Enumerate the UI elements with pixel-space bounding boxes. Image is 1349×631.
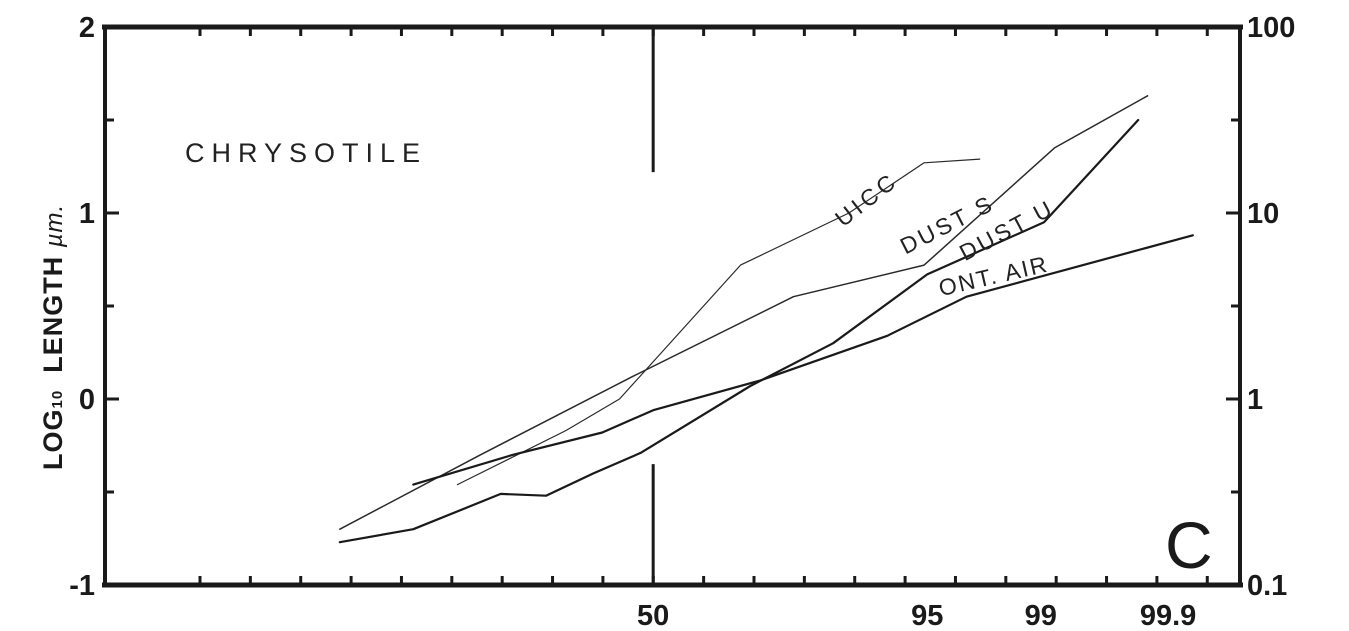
chart-title: CHRYSOTILE <box>185 138 427 168</box>
series-lines <box>338 95 1194 544</box>
left-y-tick-label: 0 <box>79 384 95 416</box>
series-label-uicc: UICC <box>830 167 903 232</box>
ylabel-prefix: LOG <box>38 408 68 471</box>
right-y-tick-label: 0.1 <box>1247 570 1287 602</box>
series-line-dust-s <box>339 95 1149 530</box>
left-y-ticks: 2 1 0 -1 <box>69 12 119 602</box>
x-tick-label: 99 <box>1025 600 1057 631</box>
right-y-tick-label: 100 <box>1247 12 1295 44</box>
ylabel-subscript: 10 <box>49 389 66 409</box>
series-line-uicc <box>456 158 981 486</box>
left-y-tick-label: 1 <box>79 198 95 230</box>
right-y-tick-label: 10 <box>1247 198 1279 230</box>
right-y-ticks: 100 10 1 0.1 <box>1226 12 1295 602</box>
series-line-dust-u <box>338 118 1140 544</box>
left-y-tick-label: 2 <box>79 12 95 44</box>
series-label-ont-air: ONT. AIR <box>936 251 1051 301</box>
x-tick-label: 50 <box>637 600 669 631</box>
x-tick-label: 99.9 <box>1140 600 1196 631</box>
panel-label: C <box>1165 508 1213 582</box>
axes-frame <box>102 24 1243 588</box>
series-line-ont-air <box>412 234 1194 486</box>
right-y-tick-label: 1 <box>1247 384 1263 416</box>
left-y-tick-label: -1 <box>69 570 95 602</box>
x-ticks: 50 95 99 99.9 <box>198 27 1209 631</box>
ylabel-unit: µm. <box>41 203 68 248</box>
ylabel-main: LENGTH <box>38 255 68 373</box>
x-tick-label: 95 <box>911 600 943 631</box>
